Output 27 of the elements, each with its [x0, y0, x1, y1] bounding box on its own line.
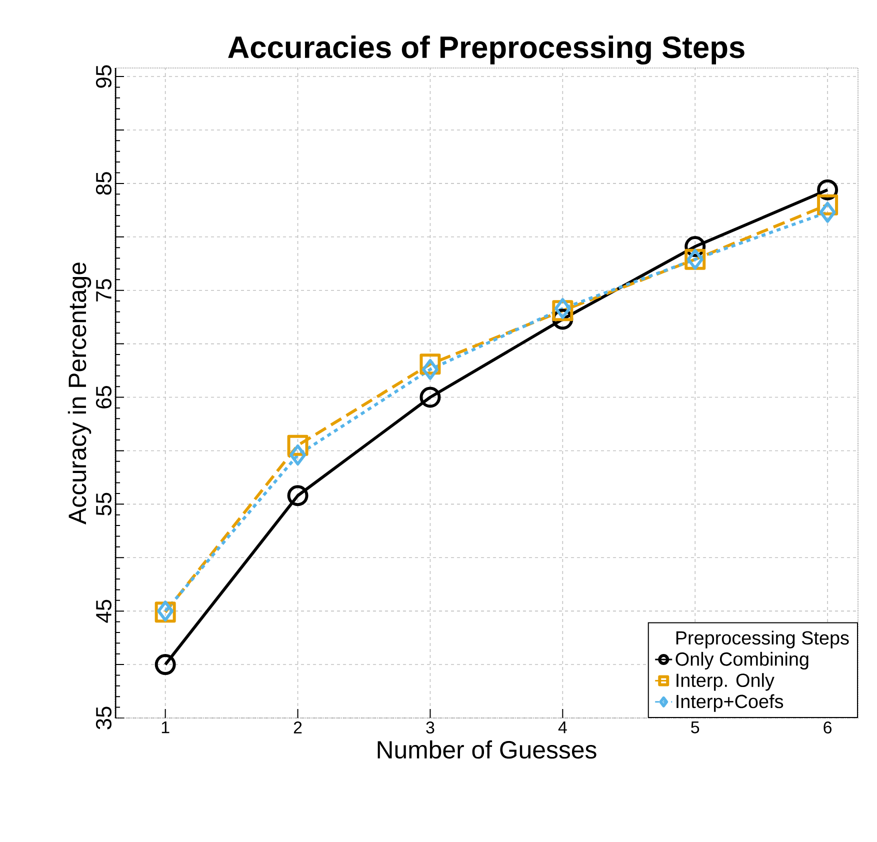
point	[290, 444, 306, 466]
x-tick-label: 2	[294, 722, 302, 734]
point	[422, 358, 438, 380]
legend-label: Interp+Coefs	[676, 694, 784, 712]
y-axis-title: Accuracy in Percentage	[68, 262, 92, 524]
legend-title: Preprocessing Steps	[676, 630, 849, 648]
point	[154, 654, 176, 676]
point	[817, 194, 838, 216]
x-tick-label: 3	[426, 722, 434, 734]
point	[819, 202, 836, 223]
y-tick-label: 85	[96, 172, 112, 195]
x-tick-label: 6	[824, 722, 832, 734]
point	[287, 485, 308, 506]
x-tick-label: 4	[558, 722, 567, 734]
y-tick-label: 95	[96, 65, 112, 88]
y-tick-label: 55	[96, 492, 112, 516]
chart-title: Accuracies of Preprocessing Steps	[228, 36, 744, 64]
y-tick-label: 65	[96, 386, 112, 408]
x-axis-title: Number of Guesses	[378, 740, 596, 759]
legend-label: Interp. Only	[676, 673, 774, 691]
x-tick-label: 5	[691, 722, 700, 734]
point	[420, 386, 441, 408]
y-tick-label: 35	[96, 706, 112, 730]
y-tick-label: 75	[96, 279, 112, 302]
y-tick-label: 45	[96, 600, 112, 623]
legend-label: Only Combining	[676, 652, 808, 670]
x-tick-label: 1	[162, 722, 170, 734]
